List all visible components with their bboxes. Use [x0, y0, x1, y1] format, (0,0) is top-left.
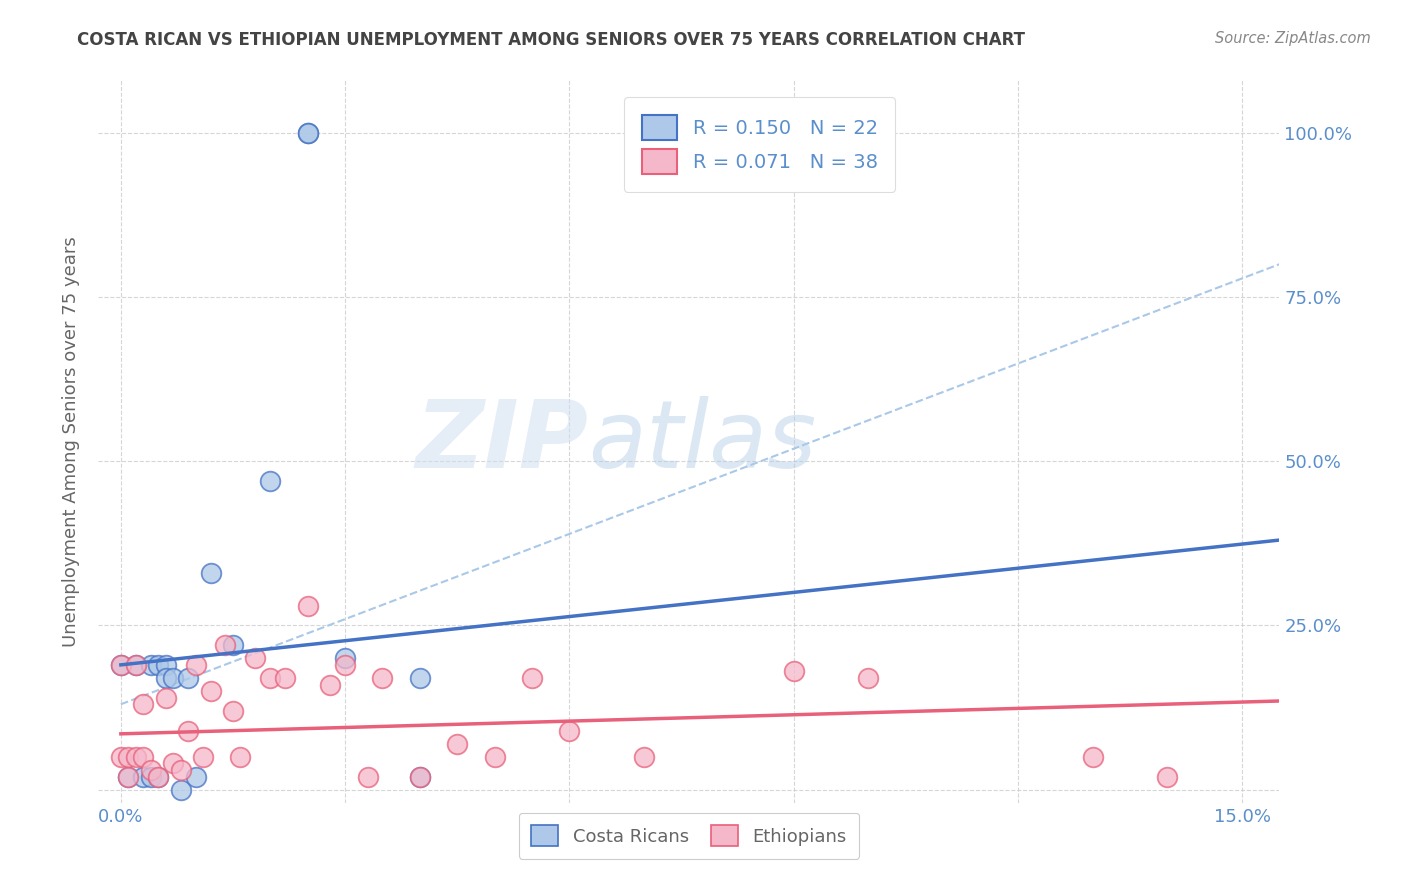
Legend: Costa Ricans, Ethiopians: Costa Ricans, Ethiopians — [519, 813, 859, 859]
Point — [371, 671, 394, 685]
Point — [177, 671, 200, 685]
Point — [148, 770, 170, 784]
Point — [162, 671, 184, 685]
Point — [558, 723, 581, 738]
Point — [191, 749, 214, 764]
Point — [274, 671, 297, 685]
Point — [184, 770, 207, 784]
Point — [162, 756, 184, 771]
Point — [139, 770, 162, 784]
Point — [184, 657, 207, 672]
Point — [245, 651, 267, 665]
Point — [1156, 770, 1178, 784]
Point — [319, 677, 342, 691]
Point — [409, 770, 432, 784]
Point — [139, 657, 162, 672]
Text: atlas: atlas — [589, 396, 817, 487]
Point — [1081, 749, 1104, 764]
Point — [409, 770, 432, 784]
Point — [117, 770, 139, 784]
Point — [214, 638, 236, 652]
Point — [222, 638, 245, 652]
Point — [259, 671, 281, 685]
Point — [409, 671, 432, 685]
Point — [117, 749, 139, 764]
Point — [132, 749, 155, 764]
Point — [297, 126, 319, 140]
Point — [125, 657, 148, 672]
Point — [110, 749, 132, 764]
Point — [139, 763, 162, 777]
Point — [117, 770, 139, 784]
Point — [148, 657, 170, 672]
Point — [169, 763, 191, 777]
Point — [155, 690, 177, 705]
Text: Source: ZipAtlas.com: Source: ZipAtlas.com — [1215, 31, 1371, 46]
Point — [297, 126, 319, 140]
Point — [169, 782, 191, 797]
Point — [782, 665, 804, 679]
Point — [125, 657, 148, 672]
Point — [200, 566, 222, 580]
Text: ZIP: ZIP — [416, 395, 589, 488]
Point — [446, 737, 468, 751]
Point — [110, 657, 132, 672]
Point — [148, 770, 170, 784]
Point — [155, 657, 177, 672]
Point — [520, 671, 543, 685]
Point — [132, 698, 155, 712]
Text: COSTA RICAN VS ETHIOPIAN UNEMPLOYMENT AMONG SENIORS OVER 75 YEARS CORRELATION CH: COSTA RICAN VS ETHIOPIAN UNEMPLOYMENT AM… — [77, 31, 1025, 49]
Point — [633, 749, 655, 764]
Point — [110, 657, 132, 672]
Point — [333, 657, 356, 672]
Point — [484, 749, 506, 764]
Point — [356, 770, 378, 784]
Point — [229, 749, 252, 764]
Y-axis label: Unemployment Among Seniors over 75 years: Unemployment Among Seniors over 75 years — [62, 236, 80, 647]
Point — [155, 671, 177, 685]
Point — [222, 704, 245, 718]
Point — [200, 684, 222, 698]
Point — [297, 599, 319, 613]
Point — [177, 723, 200, 738]
Point — [259, 474, 281, 488]
Point — [333, 651, 356, 665]
Point — [125, 749, 148, 764]
Point — [858, 671, 880, 685]
Point — [132, 770, 155, 784]
